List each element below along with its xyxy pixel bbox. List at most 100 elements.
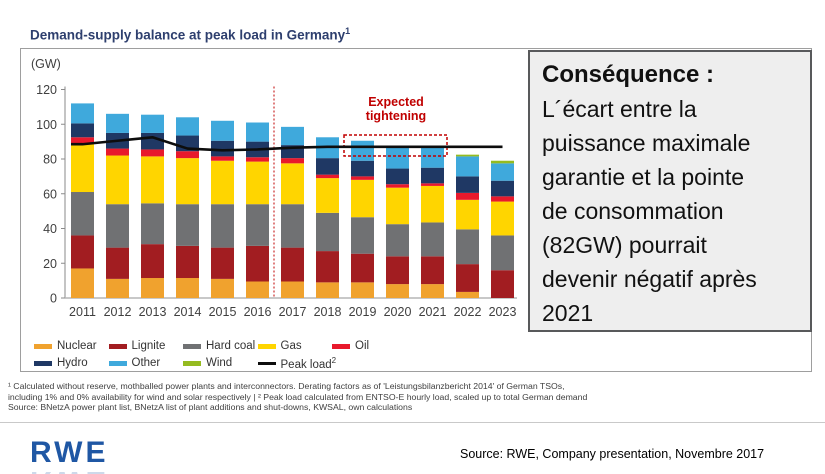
bar-segment-other [106, 113, 129, 133]
bar-segment-oil [491, 196, 514, 202]
legend-item-peak-load: Peak load2 [257, 356, 336, 371]
y-axis-unit-label: (GW) [31, 57, 61, 71]
color-swatch [108, 343, 127, 349]
bar-segment-hydro [386, 168, 409, 185]
bar-segment-hard-coal [421, 222, 444, 257]
footer-divider [0, 422, 825, 423]
bar-segment-oil [246, 157, 269, 162]
color-swatch [34, 360, 52, 366]
callout-title: Conséquence : [542, 61, 715, 88]
bar-segment-hydro [211, 140, 234, 157]
y-tick-label: 100 [36, 118, 57, 132]
bar-segment-gas [246, 161, 269, 205]
bar-segment-hard-coal [71, 192, 94, 236]
bar-segment-lignite [176, 245, 199, 279]
bar-segment-hard-coal [246, 204, 269, 246]
bar-segment-oil [316, 174, 339, 179]
bar-segment-gas [316, 178, 339, 213]
bar-segment-other [491, 163, 514, 181]
x-tick-label: 2013 [139, 305, 167, 319]
bar-segment-hard-coal [316, 212, 339, 252]
y-tick-label: 80 [43, 153, 57, 167]
bar-segment-wind [456, 154, 479, 157]
bar-segment-gas [456, 199, 479, 230]
x-tick-label: 2020 [384, 305, 412, 319]
color-swatch [34, 343, 52, 349]
legend-label: Oil [355, 340, 370, 352]
color-swatch [183, 343, 201, 349]
bar-segment-lignite [246, 245, 269, 282]
legend-label: Other [131, 357, 161, 370]
bar-segment-nuclear [316, 282, 339, 298]
bar-segment-gas [211, 160, 234, 205]
bar-segment-oil [176, 151, 199, 159]
legend-label: Gas [280, 340, 302, 352]
bar-segment-wind [491, 160, 514, 164]
bar-segment-other [211, 120, 234, 141]
bar-segment-oil [281, 158, 304, 164]
stacked-bar-chart: 0 20 40 60 80 100 120 2011 2012 2013 2014 2015 2016 2… [36, 83, 517, 319]
bar-segment-other [71, 103, 94, 124]
bar-segment-hydro [316, 158, 339, 175]
bar-segment-hard-coal [491, 235, 514, 271]
bar-segment-lignite [351, 253, 374, 283]
bar-segment-gas [421, 185, 444, 223]
bar-segment-lignite [491, 270, 514, 298]
bar-segment-lignite [71, 235, 94, 269]
source-attribution: Source: RWE, Company presentation, Novem… [460, 447, 765, 461]
bar-segment-lignite [386, 256, 409, 285]
legend-item-nuclear: Nuclear [34, 340, 109, 352]
bar-segment-oil [421, 183, 444, 186]
bar-segment-hard-coal [141, 203, 164, 245]
bar-segment-hydro [491, 180, 514, 197]
x-tick-label: 2015 [209, 305, 237, 319]
bar-segment-gas [141, 156, 164, 204]
legend-item-hydro: Hydro [34, 356, 109, 371]
bar-segment-lignite [106, 247, 129, 279]
chart-legend: Nuclear Lignite Hard coal Gas Oil Hydro Other W… [34, 340, 407, 375]
bar-segment-oil [351, 176, 374, 180]
bar-segment-nuclear [456, 291, 479, 298]
line-swatch [257, 361, 276, 365]
peak-load-line [71, 135, 503, 152]
bar-segment-nuclear [141, 278, 164, 298]
bar-segment-hydro [351, 160, 374, 177]
legend-label: Wind [206, 357, 233, 370]
x-tick-label: 2023 [489, 305, 517, 319]
x-tick-label: 2014 [174, 305, 202, 319]
page-title: Demand-supply balance at peak load in Ge… [30, 26, 351, 43]
x-tick-label: 2012 [104, 305, 132, 319]
callout-body: L´écart entre la puissance maximale gara… [542, 96, 757, 326]
consequence-callout: Conséquence : L´écart entre la puissance… [528, 50, 812, 332]
bar-segment-oil [456, 192, 479, 200]
bar-segment-gas [281, 163, 304, 205]
x-tick-label: 2017 [279, 305, 307, 319]
legend-item-gas: Gas [257, 340, 333, 352]
bar-segment-other [421, 146, 444, 168]
bar-segment-lignite [316, 251, 339, 283]
bar-segment-hydro [456, 176, 479, 193]
title-footnote-marker: 1 [345, 26, 351, 36]
bar-segment-oil [106, 148, 129, 156]
bar-segment-gas [491, 201, 514, 236]
bar-segment-lignite [421, 256, 444, 285]
bar-segment-other [176, 117, 199, 136]
legend-label: Lignite [131, 340, 166, 352]
bar-segment-nuclear [281, 281, 304, 298]
bar-segment-other [386, 146, 409, 169]
legend-item-lignite: Lignite [108, 340, 184, 352]
bar-segment-gas [351, 179, 374, 218]
bar-segment-other [351, 140, 374, 161]
bar-segment-hard-coal [456, 229, 479, 265]
bar-segment-hard-coal [106, 204, 129, 248]
bar-segment-hard-coal [351, 217, 374, 254]
bar-segment-gas [386, 187, 409, 225]
color-swatch [183, 360, 201, 366]
legend-item-other: Other [108, 356, 184, 371]
bar-segment-gas [71, 143, 94, 193]
bar-segment-nuclear [106, 278, 129, 298]
bar-segment-nuclear [386, 284, 409, 298]
legend-label: Hard coal [206, 340, 256, 352]
rwe-logo: RWE [30, 436, 109, 469]
